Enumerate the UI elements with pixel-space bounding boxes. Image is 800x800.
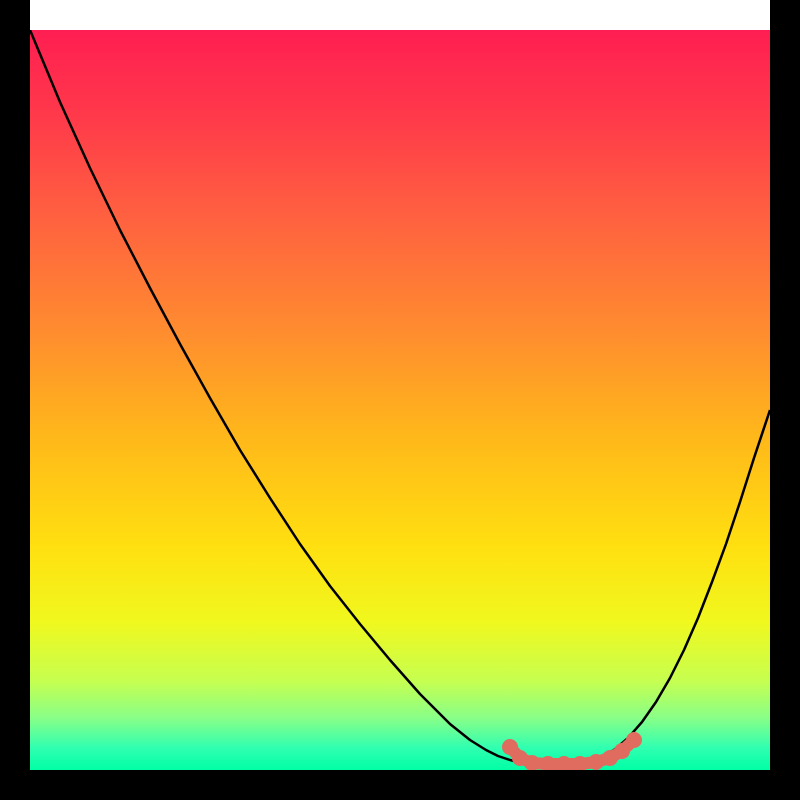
frame-left bbox=[0, 0, 30, 800]
plot-background bbox=[30, 30, 770, 770]
optimal-range-marker bbox=[614, 743, 630, 759]
chart-container: TheBottleneck.com bbox=[0, 0, 800, 800]
frame-right bbox=[770, 0, 800, 800]
chart-svg bbox=[0, 0, 800, 800]
optimal-range-marker bbox=[556, 756, 572, 772]
optimal-range-marker bbox=[588, 754, 604, 770]
frame-top bbox=[0, 0, 800, 30]
optimal-range-marker bbox=[540, 756, 556, 772]
optimal-range-marker bbox=[626, 732, 642, 748]
frame-bottom bbox=[0, 770, 800, 800]
optimal-range-marker bbox=[572, 756, 588, 772]
optimal-range-marker bbox=[524, 755, 540, 771]
